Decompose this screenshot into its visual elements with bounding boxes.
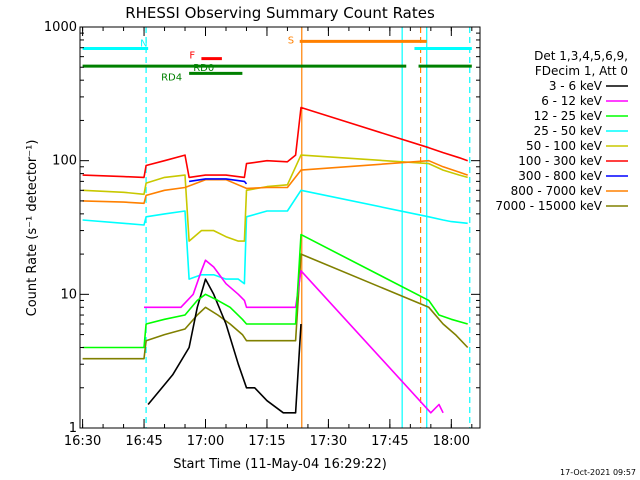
series-line [188, 178, 248, 185]
y-axis: 1 10 100 1000 [44, 20, 480, 436]
x-tick-label: 16:45 [125, 434, 162, 449]
legend-header: FDecim 1, Att 0 [535, 64, 628, 78]
series-line [82, 189, 468, 285]
legend-entry-label: 7000 - 15000 keV [495, 199, 602, 213]
y-tick-label: 1 [69, 421, 77, 436]
timestamp: 17-Oct-2021 09:57 [560, 468, 636, 477]
x-tick-label: 18:00 [433, 434, 470, 449]
x-tick-label: 17:00 [187, 434, 224, 449]
x-tick-label: 17:15 [248, 434, 285, 449]
flag-label-s: S [288, 35, 294, 46]
x-tick-label: 17:45 [371, 434, 408, 449]
flag-label-f: F [189, 51, 195, 62]
legend-entry-label: 12 - 25 keV [534, 109, 603, 123]
series-line [82, 233, 468, 349]
flag-label-n: N [140, 39, 147, 50]
flag-label-rd4: RD4 [161, 72, 182, 83]
legend-header: Det 1,3,4,5,6,9, [534, 49, 628, 63]
legend-entry-label: 100 - 300 keV [518, 154, 602, 168]
legend-entry-label: 25 - 50 keV [534, 124, 603, 138]
x-tick-label: 16:30 [64, 434, 101, 449]
plot-frame [79, 26, 481, 429]
legend-entry-label: 3 - 6 keV [549, 79, 603, 93]
x-axis-label: Start Time (11-May-04 16:29:22) [173, 457, 387, 472]
legend-entry-label: 6 - 12 keV [541, 94, 603, 108]
series-line [82, 154, 468, 242]
y-tick-label: 100 [52, 154, 77, 169]
series-line [82, 253, 469, 360]
plot-area [145, 27, 471, 428]
chart-title: RHESSI Observing Summary Count Rates [125, 4, 435, 22]
series-line [82, 159, 468, 205]
series-line [82, 106, 468, 179]
y-tick-label: 10 [60, 287, 77, 302]
legend-entry-label: 800 - 7000 keV [511, 184, 603, 198]
legend-entry-label: 300 - 800 keV [518, 169, 602, 183]
series-line [147, 278, 302, 414]
y-axis-label: Count Rate (s⁻¹ detector⁻¹) [25, 140, 40, 317]
x-axis: 16:30 16:45 17:00 17:15 17:30 17:45 18:00 [64, 27, 473, 449]
flag-label-rd0: RD0 [193, 63, 214, 74]
legend-entry-label: 50 - 100 keV [526, 139, 603, 153]
series-layer [82, 106, 469, 414]
x-tick-label: 17:30 [310, 434, 347, 449]
series-line [144, 259, 444, 414]
y-tick-label: 1000 [44, 20, 77, 35]
legend: Det 1,3,4,5,6,9,FDecim 1, Att 03 - 6 keV… [495, 49, 628, 213]
